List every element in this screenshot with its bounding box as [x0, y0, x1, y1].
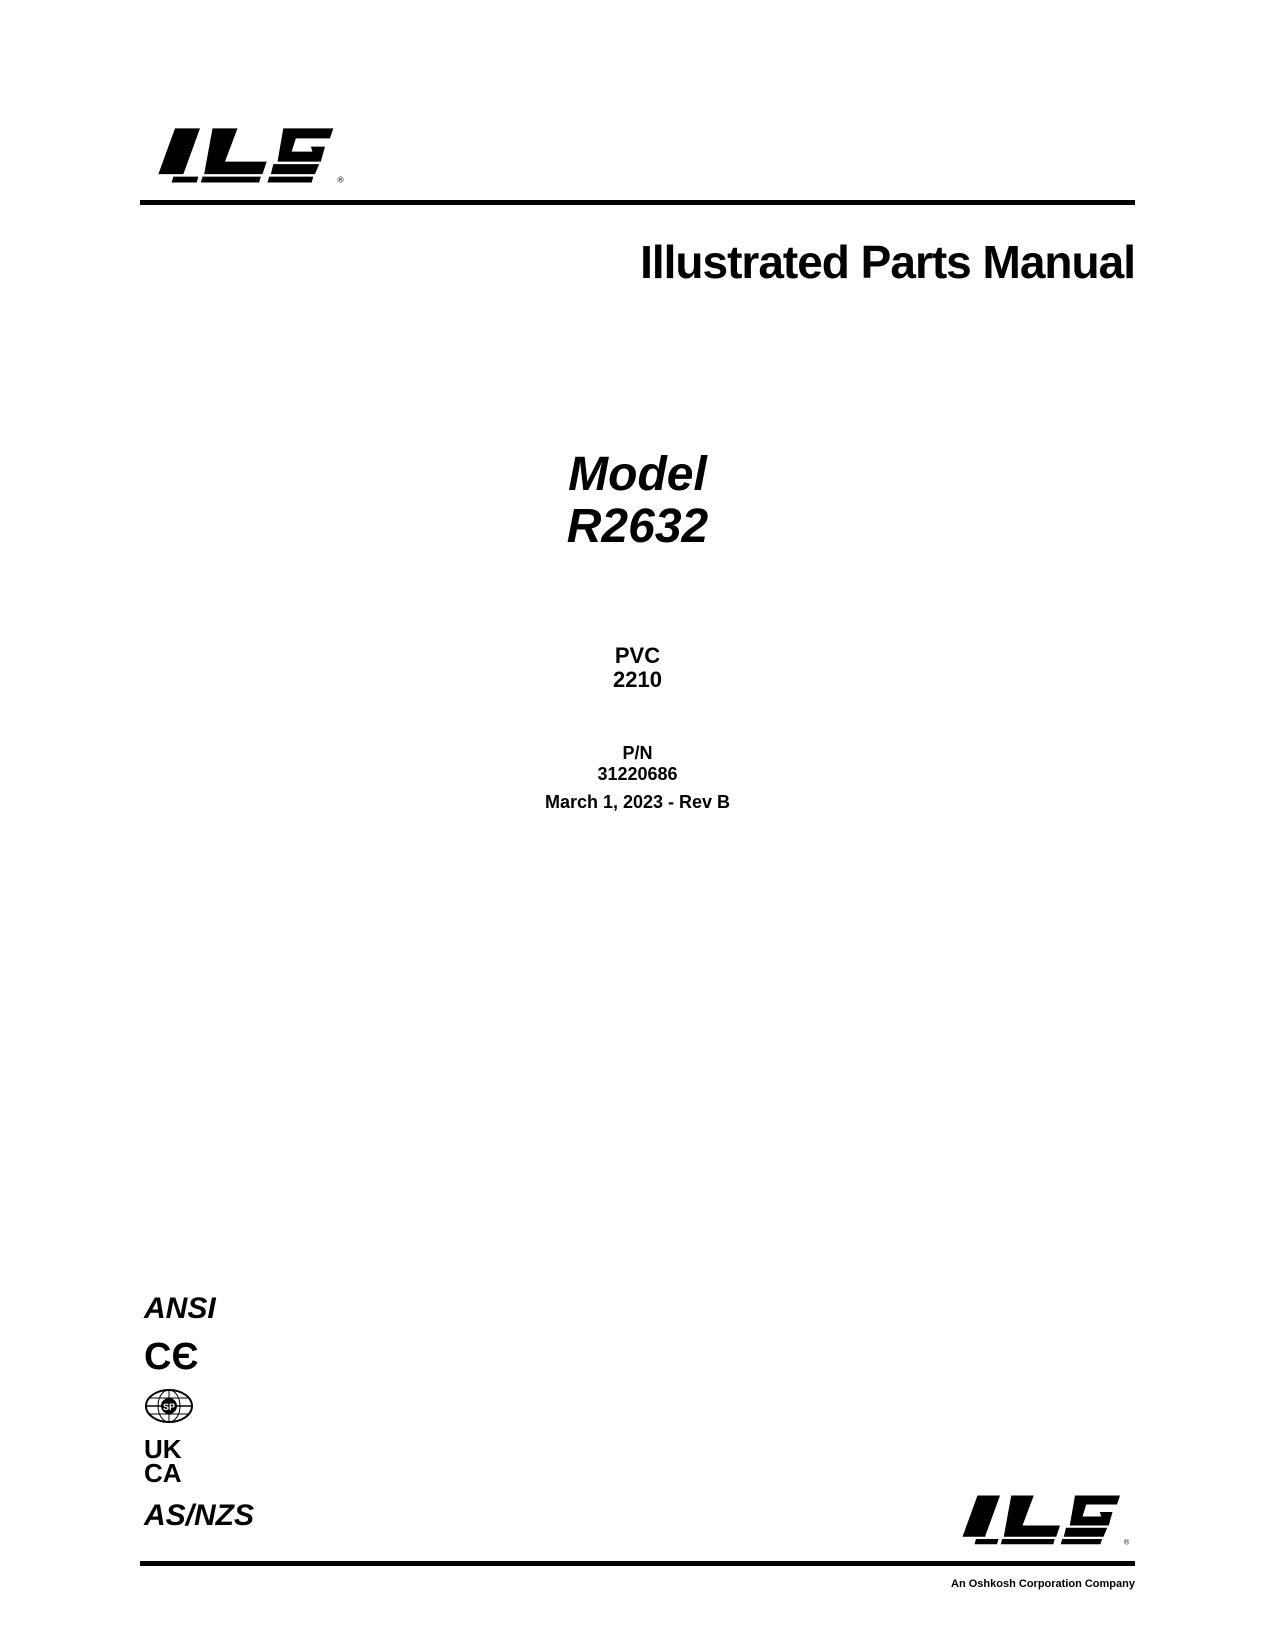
logo-top: ®: [150, 120, 1135, 192]
svg-text:SP: SP: [163, 1402, 175, 1412]
part-number-block: P/N 31220686 March 1, 2023 - Rev B: [140, 743, 1135, 813]
model-label: Model: [140, 449, 1135, 502]
main-title: Illustrated Parts Manual: [140, 235, 1135, 289]
model-number: R2632: [140, 501, 1135, 554]
standard-ukca: UK CA: [144, 1438, 254, 1485]
bottom-divider: [140, 1561, 1135, 1566]
standard-ansi: ANSI: [144, 1292, 254, 1326]
date-revision: March 1, 2023 - Rev B: [140, 792, 1135, 813]
logo-bottom: ®: [955, 1488, 1135, 1553]
svg-text:®: ®: [337, 174, 343, 184]
jlg-logo-bottom-icon: ®: [955, 1488, 1135, 1548]
svg-text:®: ®: [1124, 1537, 1130, 1546]
pvc-label: PVC: [140, 644, 1135, 668]
pvc-block: PVC 2210: [140, 644, 1135, 692]
standards-block: ANSI CЄ SP UK CA AS/NZS: [144, 1292, 254, 1533]
pn-label: P/N: [140, 743, 1135, 765]
ukca-line2: CA: [144, 1462, 254, 1485]
model-block: Model R2632: [140, 449, 1135, 555]
standard-ce: CЄ: [144, 1340, 254, 1374]
csa-mark-icon: SP: [144, 1388, 194, 1424]
standard-asnzs: AS/NZS: [144, 1499, 254, 1533]
pvc-number: 2210: [140, 668, 1135, 692]
pn-number: 31220686: [140, 764, 1135, 786]
spacer: [140, 813, 1135, 1292]
top-divider: [140, 200, 1135, 205]
document-page: ® Illustrated Parts Manual Model R2632 P…: [0, 0, 1275, 1650]
company-tagline: An Oshkosh Corporation Company: [140, 1578, 1135, 1590]
jlg-logo-icon: ®: [150, 120, 350, 187]
standard-csa: SP: [144, 1388, 254, 1424]
bottom-row: ANSI CЄ SP UK CA AS/NZS: [140, 1292, 1135, 1553]
